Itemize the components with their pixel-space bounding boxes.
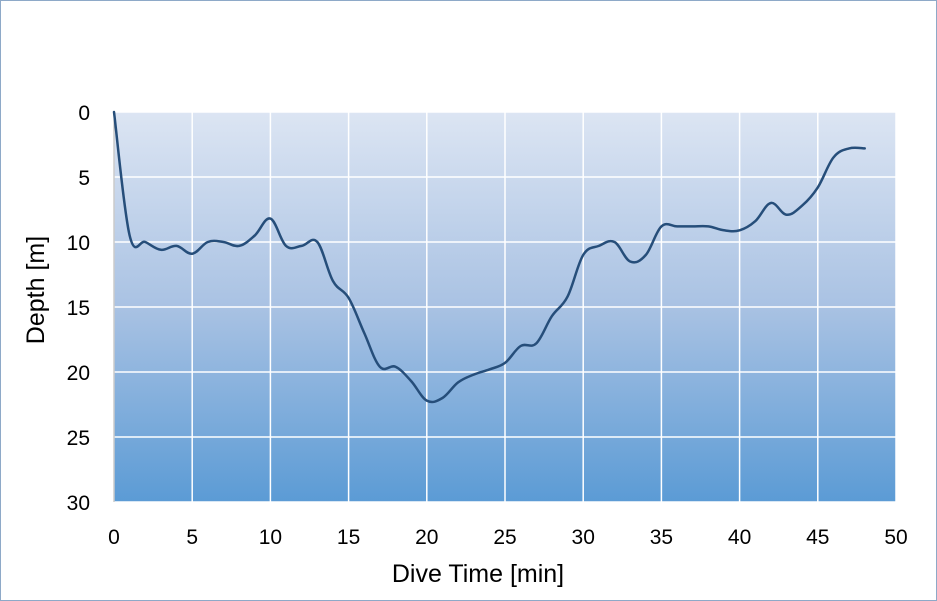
gridlines (113, 111, 897, 503)
x-tick-label: 25 (493, 526, 516, 549)
y-tick-label: 10 (67, 232, 90, 255)
y-tick-label: 20 (67, 362, 90, 385)
y-tick-label: 30 (67, 492, 90, 515)
x-tick-label: 40 (728, 526, 751, 549)
y-tick-label: 25 (67, 427, 90, 450)
x-tick-label: 50 (884, 526, 907, 549)
x-tick-label: 5 (186, 526, 198, 549)
x-tick-label: 45 (806, 526, 829, 549)
x-tick-label: 20 (415, 526, 438, 549)
x-axis-label: Dive Time [min] (392, 560, 564, 588)
y-axis-ticks: 0 5 10 15 20 25 30 (67, 102, 90, 515)
x-tick-label: 30 (572, 526, 595, 549)
x-axis-ticks: 0 5 10 15 20 25 30 35 40 45 50 (108, 526, 908, 549)
x-tick-label: 35 (650, 526, 673, 549)
y-axis-label: Depth [m] (22, 236, 50, 344)
x-tick-label: 15 (337, 526, 360, 549)
y-tick-label: 15 (67, 297, 90, 320)
x-tick-label: 0 (108, 526, 120, 549)
y-tick-label: 5 (78, 167, 90, 190)
x-tick-label: 10 (259, 526, 282, 549)
depth-line (112, 110, 866, 404)
y-tick-label: 0 (78, 102, 90, 125)
